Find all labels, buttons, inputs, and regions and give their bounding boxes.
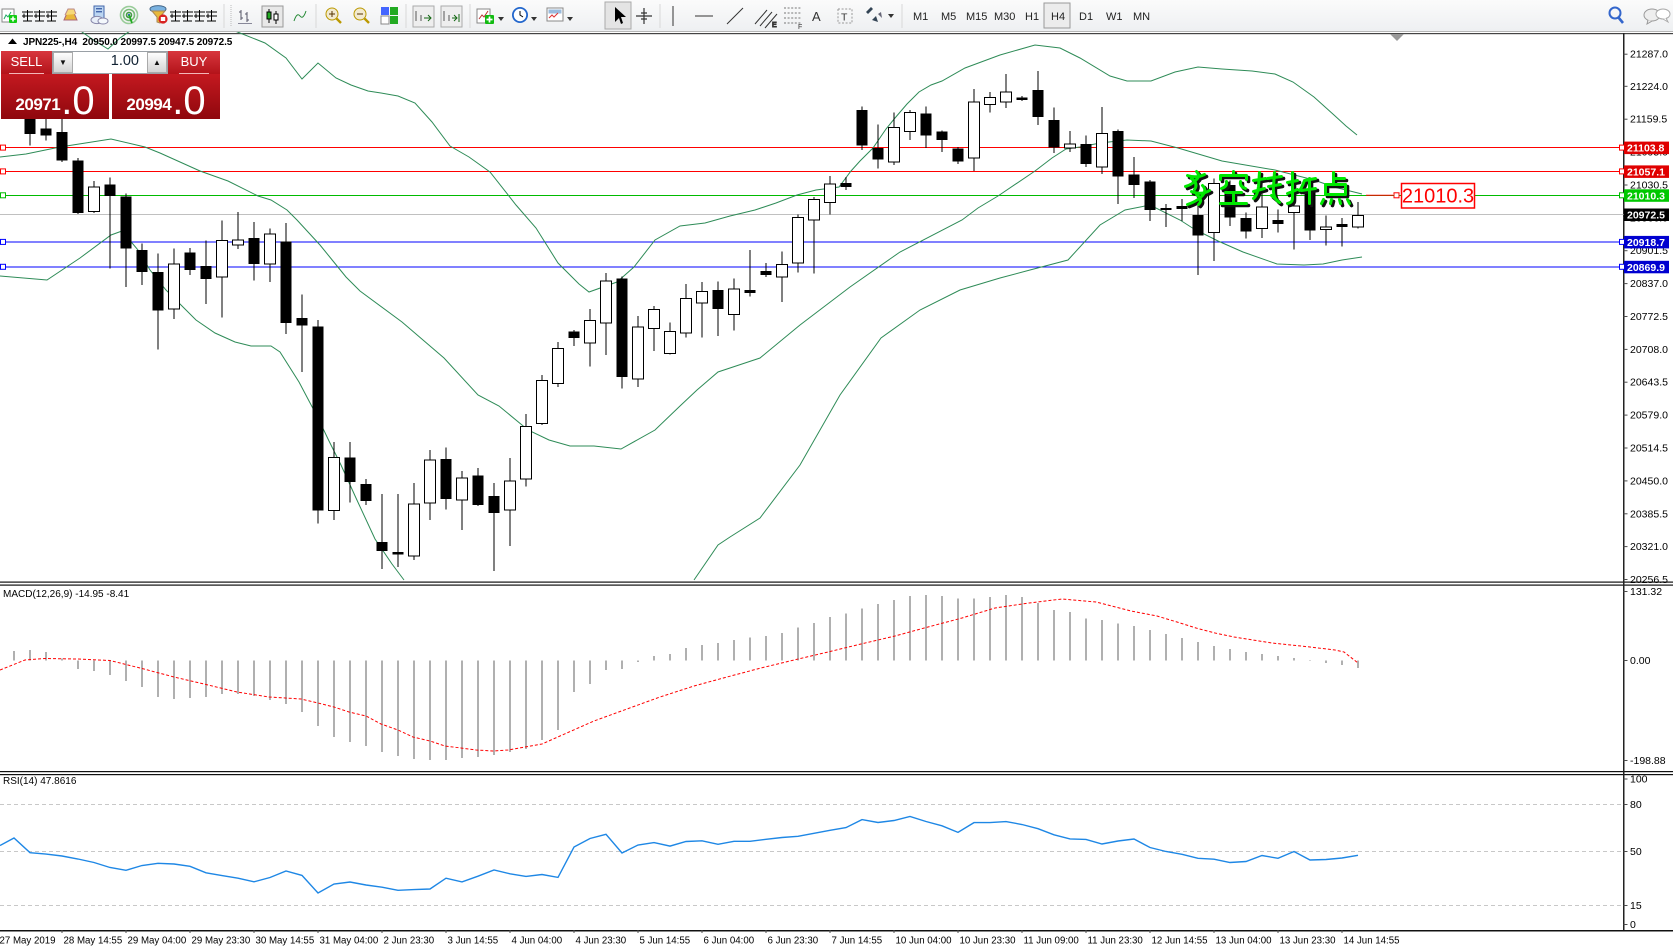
svg-text:-198.88: -198.88 (1630, 755, 1666, 767)
svg-text:M30: M30 (994, 11, 1015, 23)
svg-text:3 Jun 14:55: 3 Jun 14:55 (448, 936, 499, 947)
svg-text:131.32: 131.32 (1630, 586, 1662, 598)
svg-text:20972.5: 20972.5 (1627, 210, 1665, 222)
svg-text:RSI(14) 47.8616: RSI(14) 47.8616 (3, 776, 77, 787)
svg-text:10 Jun 04:00: 10 Jun 04:00 (896, 936, 953, 947)
svg-text:6 Jun 04:00: 6 Jun 04:00 (704, 936, 755, 947)
svg-text:20772.5: 20772.5 (1630, 311, 1668, 323)
svg-text:W1: W1 (1106, 11, 1123, 23)
svg-text:JPN225-,H4 20950.0 20997.5 20: JPN225-,H4 20950.0 20997.5 20947.5 20972… (23, 37, 233, 48)
svg-text:29 May 23:30: 29 May 23:30 (192, 936, 251, 947)
svg-text:M5: M5 (941, 11, 956, 23)
svg-text:11 Jun 09:00: 11 Jun 09:00 (1024, 936, 1080, 947)
svg-text:21010.3: 21010.3 (1402, 186, 1474, 208)
svg-text:20918.7: 20918.7 (1627, 237, 1665, 249)
svg-text:21287.0: 21287.0 (1630, 49, 1668, 61)
svg-text:20321.0: 20321.0 (1630, 541, 1668, 553)
svg-text:21010.3: 21010.3 (1627, 190, 1665, 202)
svg-text:H4: H4 (1051, 11, 1065, 23)
svg-text:20579.0: 20579.0 (1630, 410, 1668, 422)
svg-text:21030.5: 21030.5 (1630, 180, 1668, 192)
svg-text:E: E (772, 22, 777, 29)
svg-text:21224.0: 21224.0 (1630, 81, 1668, 93)
svg-text:21057.1: 21057.1 (1627, 166, 1665, 178)
svg-text:13 Jun 04:00: 13 Jun 04:00 (1216, 936, 1273, 947)
svg-text:20256.5: 20256.5 (1630, 574, 1668, 586)
svg-text:27 May 2019: 27 May 2019 (0, 936, 56, 947)
svg-text:2 Jun 23:30: 2 Jun 23:30 (384, 936, 435, 947)
svg-text:MACD(12,26,9) -14.95 -8.41: MACD(12,26,9) -14.95 -8.41 (3, 589, 130, 600)
svg-text:7 Jun 14:55: 7 Jun 14:55 (832, 936, 883, 947)
svg-text:M1: M1 (913, 11, 928, 23)
svg-text:29 May 04:00: 29 May 04:00 (128, 936, 187, 947)
svg-text:10 Jun 23:30: 10 Jun 23:30 (960, 936, 1017, 947)
svg-text:20450.0: 20450.0 (1630, 475, 1668, 487)
svg-text:T: T (841, 12, 848, 24)
svg-text:14 Jun 14:55: 14 Jun 14:55 (1344, 936, 1400, 947)
svg-text:50: 50 (1630, 846, 1642, 858)
svg-text:20708.0: 20708.0 (1630, 344, 1668, 356)
svg-text:28 May 14:55: 28 May 14:55 (64, 936, 123, 947)
svg-text:4 Jun 04:00: 4 Jun 04:00 (512, 936, 563, 947)
svg-text:D1: D1 (1079, 11, 1093, 23)
svg-text:80: 80 (1630, 799, 1642, 811)
svg-text:0.00: 0.00 (1630, 655, 1651, 667)
svg-text:4 Jun 23:30: 4 Jun 23:30 (576, 936, 627, 947)
svg-text:11 Jun 23:30: 11 Jun 23:30 (1088, 936, 1144, 947)
svg-text:31 May 04:00: 31 May 04:00 (320, 936, 379, 947)
svg-text:20837.0: 20837.0 (1630, 278, 1668, 290)
svg-text:100: 100 (1630, 774, 1648, 786)
svg-text:21159.5: 21159.5 (1630, 114, 1667, 126)
svg-text:20385.5: 20385.5 (1630, 508, 1668, 520)
svg-text:0: 0 (1630, 919, 1636, 931)
svg-text:6 Jun 23:30: 6 Jun 23:30 (768, 936, 819, 947)
svg-text:5 Jun 14:55: 5 Jun 14:55 (640, 936, 691, 947)
svg-text:21103.8: 21103.8 (1627, 143, 1665, 155)
svg-text:H1: H1 (1025, 11, 1039, 23)
svg-text:F: F (798, 24, 802, 31)
svg-text:MN: MN (1133, 11, 1150, 23)
svg-text:20643.5: 20643.5 (1630, 377, 1668, 389)
svg-text:15: 15 (1630, 900, 1642, 912)
svg-text:30 May 14:55: 30 May 14:55 (256, 936, 315, 947)
svg-text:A: A (812, 9, 821, 24)
svg-text:20869.9: 20869.9 (1627, 262, 1665, 274)
svg-text:M15: M15 (966, 11, 987, 23)
svg-text:12 Jun 14:55: 12 Jun 14:55 (1152, 936, 1208, 947)
svg-text:20514.5: 20514.5 (1630, 443, 1668, 455)
svg-text:13 Jun 23:30: 13 Jun 23:30 (1280, 936, 1337, 947)
